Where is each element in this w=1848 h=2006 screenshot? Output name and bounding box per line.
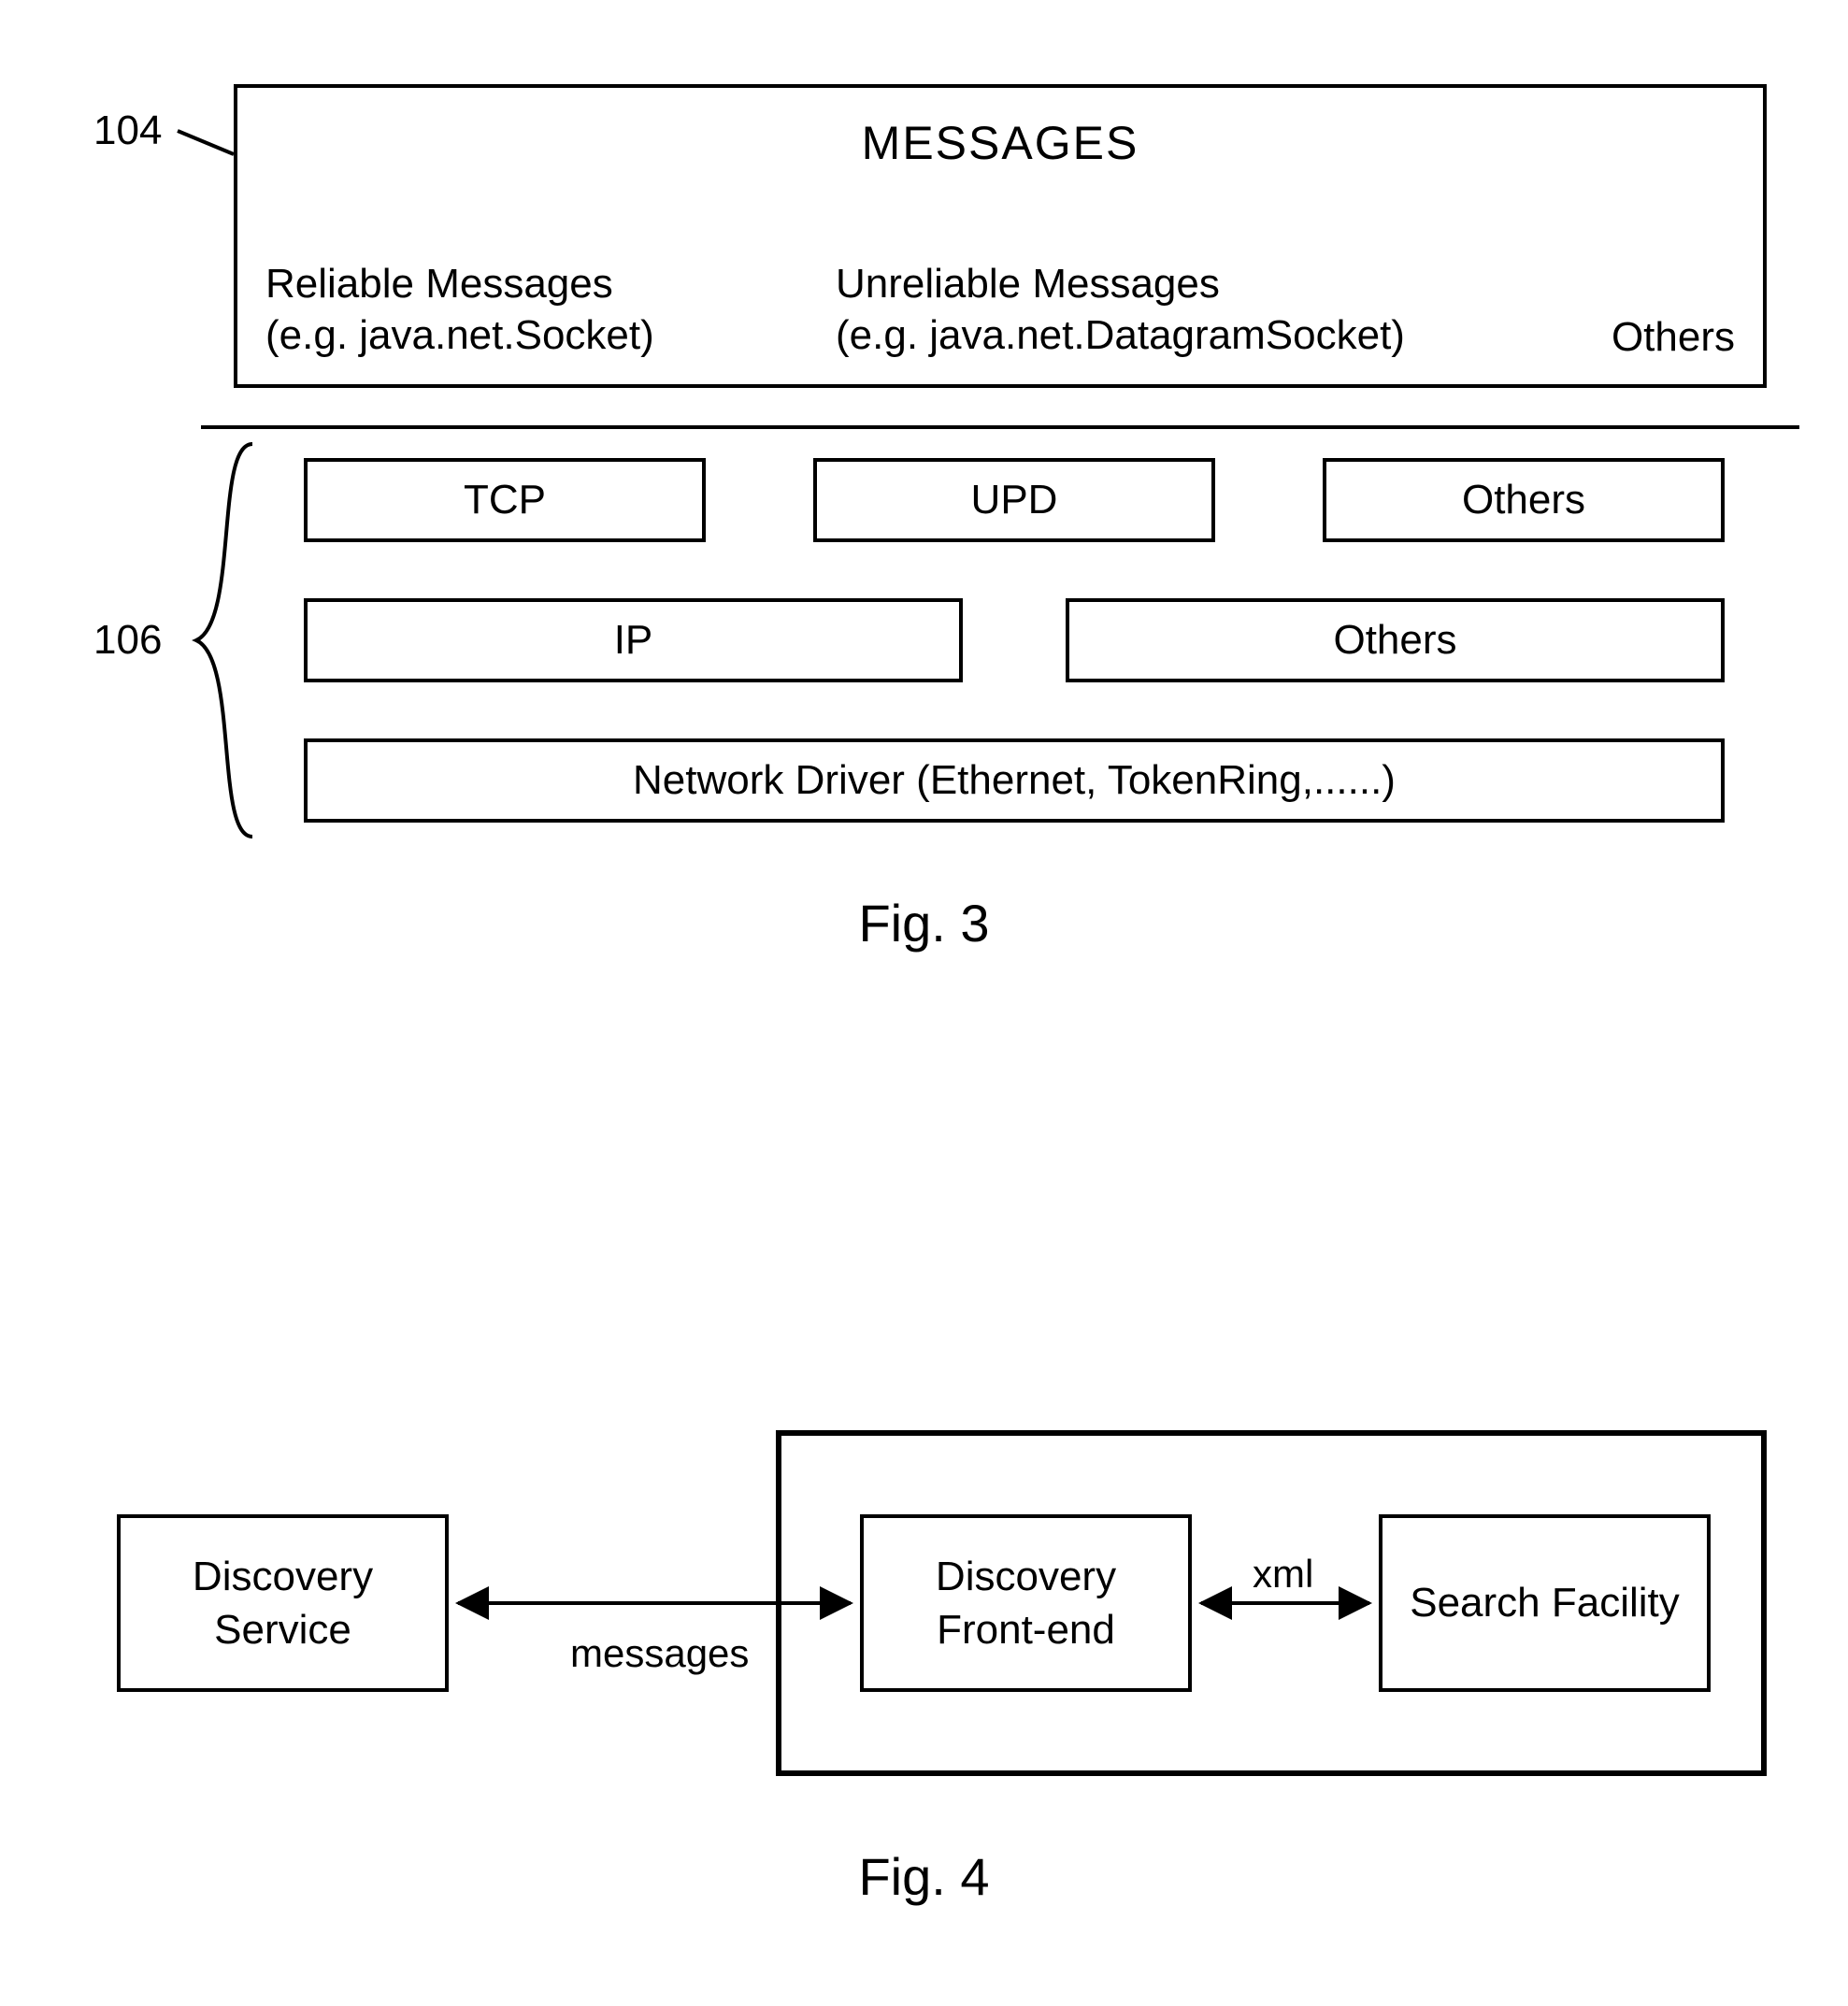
discovery-service-box: Discovery Service — [117, 1514, 449, 1692]
unreliable-messages: Unreliable Messages (e.g. java.net.Datag… — [836, 258, 1405, 361]
search-facility-box: Search Facility — [1379, 1514, 1711, 1692]
others-msg: Others — [1612, 314, 1735, 361]
divider-line — [201, 425, 1799, 429]
upd-box: UPD — [813, 458, 1215, 542]
ref-104-label: 104 — [93, 107, 162, 154]
page: 104 MESSAGES Reliable Messages (e.g. jav… — [0, 0, 1848, 2006]
ref-106-label: 106 — [93, 617, 162, 664]
unreliable-line2: (e.g. java.net.DatagramSocket) — [836, 309, 1405, 361]
ip-box: IP — [304, 598, 963, 682]
discovery-frontend-box: Discovery Front-end — [860, 1514, 1192, 1692]
reliable-line2: (e.g. java.net.Socket) — [265, 309, 654, 361]
messages-title: MESSAGES — [237, 116, 1763, 170]
reliable-line1: Reliable Messages — [265, 258, 654, 309]
unreliable-line1: Unreliable Messages — [836, 258, 1405, 309]
brace-106 — [196, 444, 252, 837]
reliable-messages: Reliable Messages (e.g. java.net.Socket) — [265, 258, 654, 361]
messages-box: MESSAGES Reliable Messages (e.g. java.ne… — [234, 84, 1767, 388]
others2-box: Others — [1066, 598, 1725, 682]
fig4-caption: Fig. 4 — [0, 1846, 1848, 1907]
netdriver-box: Network Driver (Ethernet, TokenRing,....… — [304, 738, 1725, 823]
xml-edge-label: xml — [1253, 1552, 1313, 1597]
tcp-box: TCP — [304, 458, 706, 542]
others1-box: Others — [1323, 458, 1725, 542]
fig3-caption: Fig. 3 — [0, 893, 1848, 953]
ref-104-leader — [178, 131, 234, 154]
messages-edge-label: messages — [570, 1631, 749, 1676]
